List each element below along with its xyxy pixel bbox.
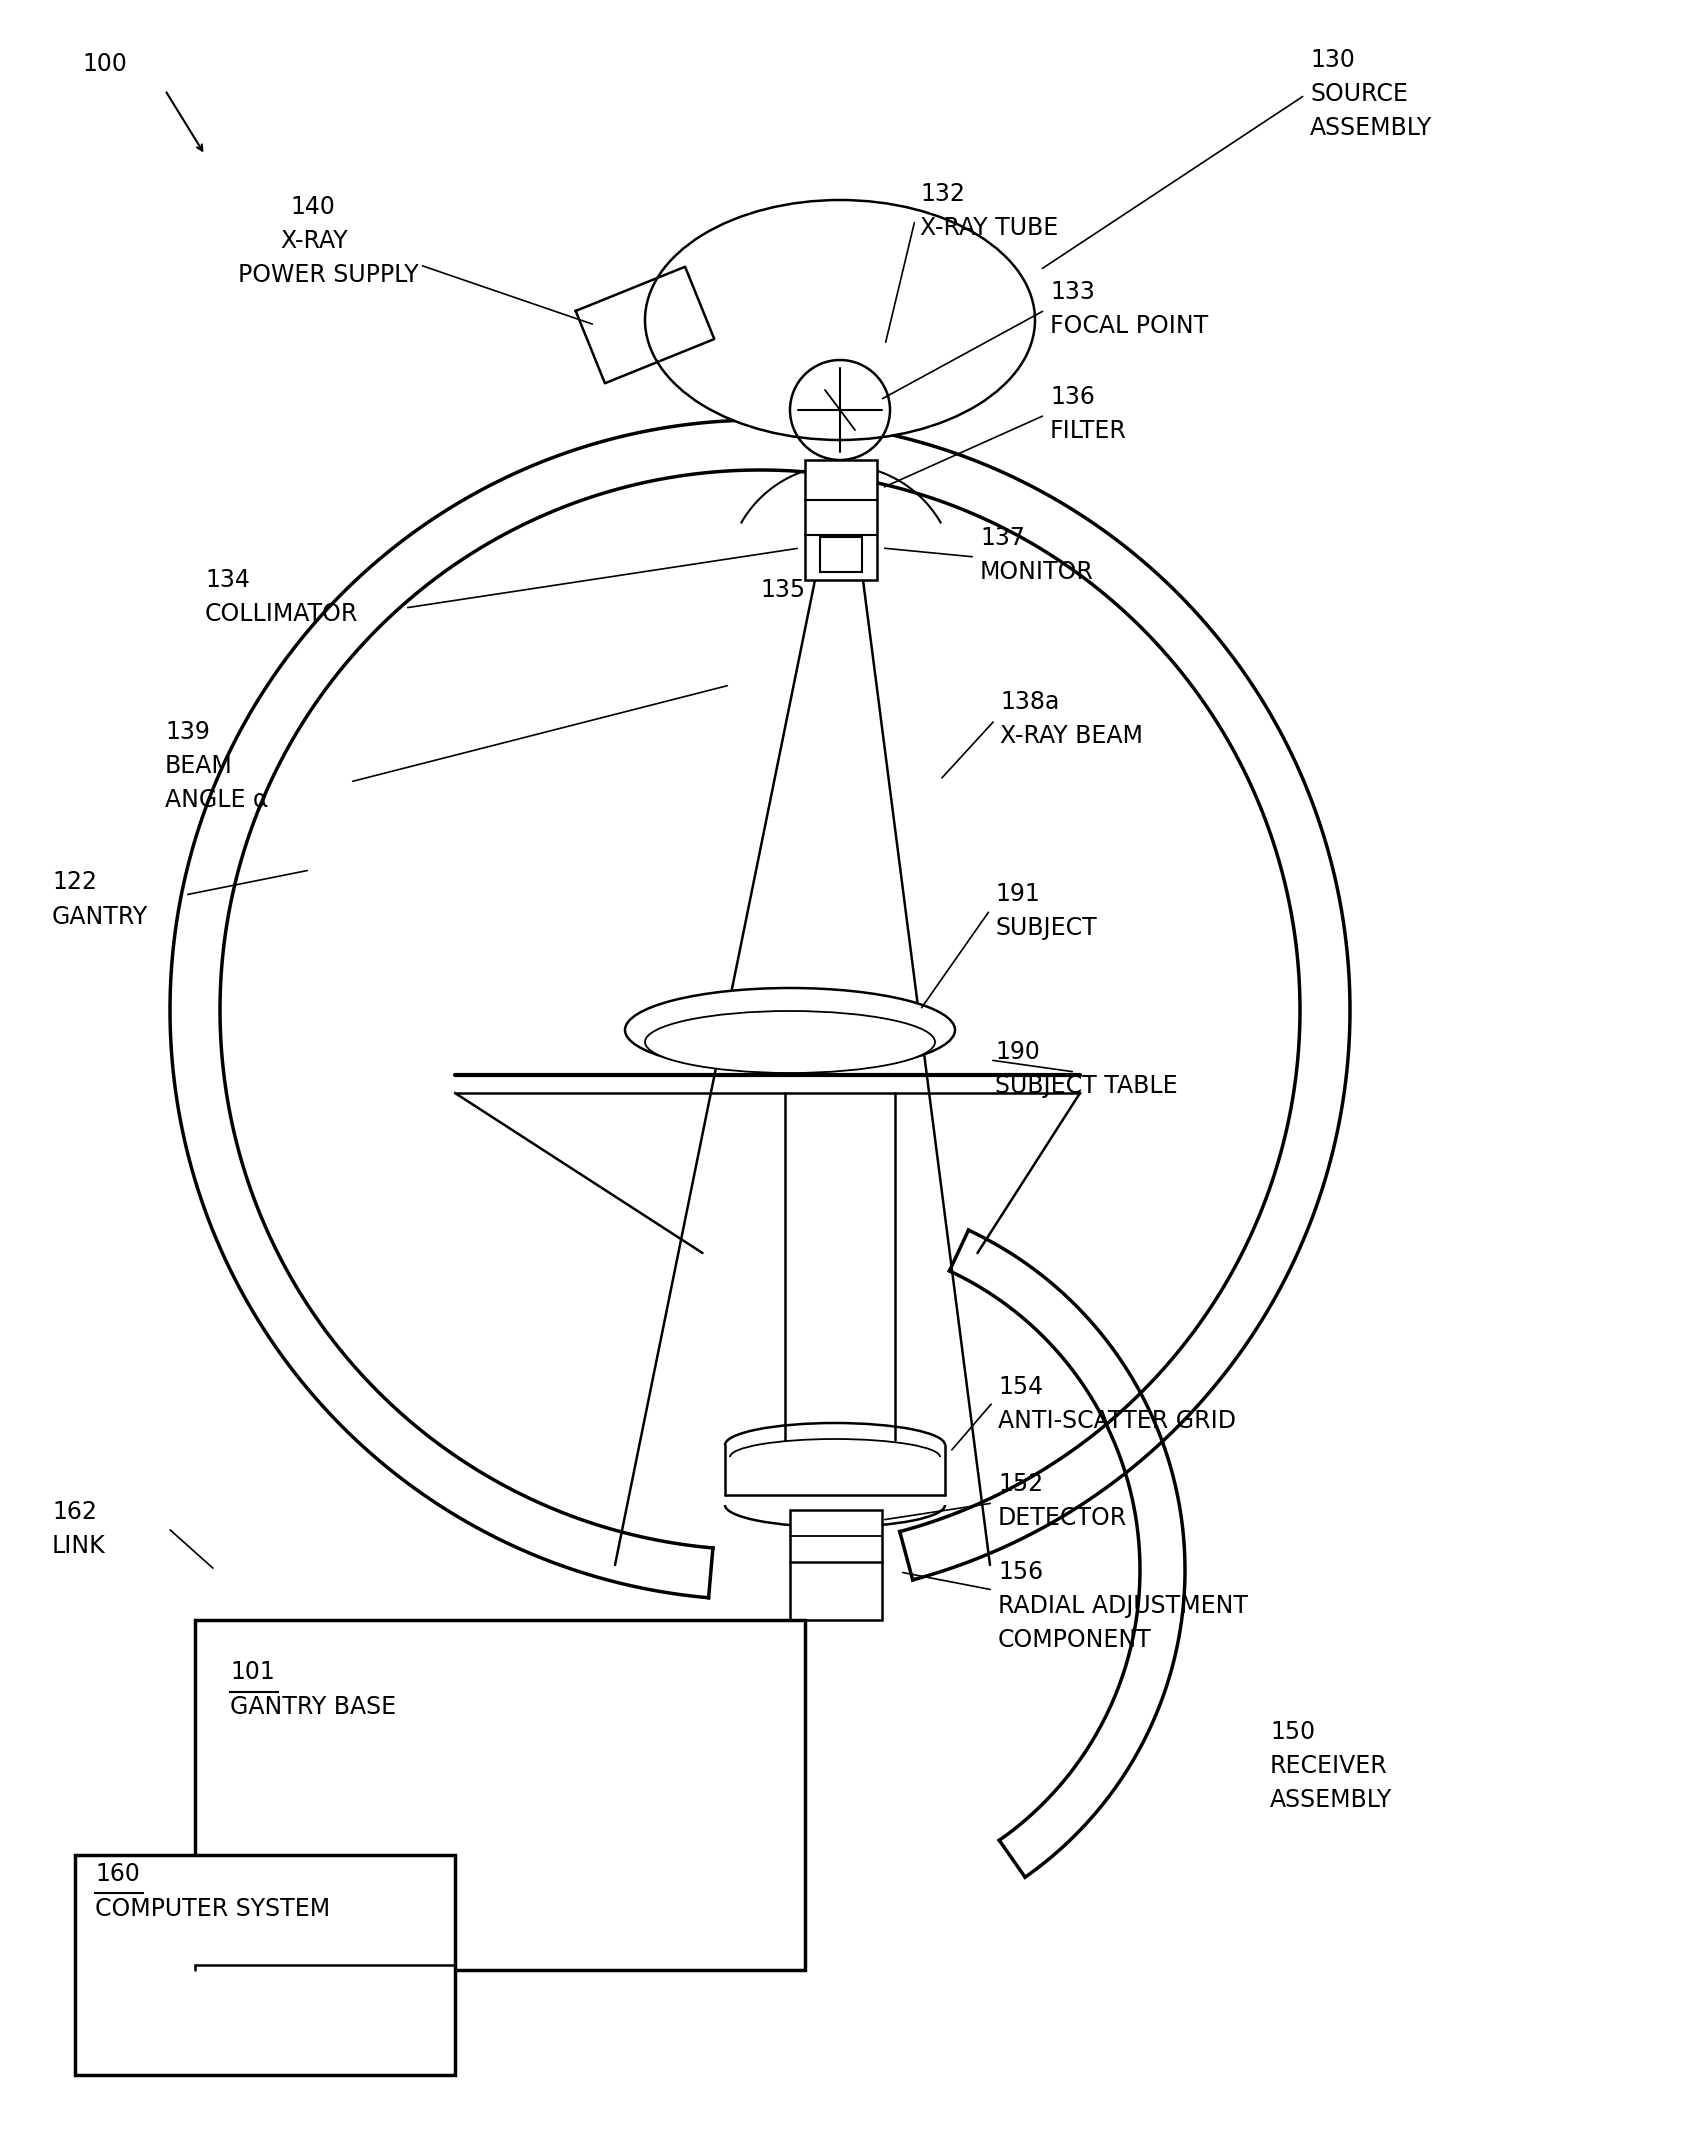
Bar — [195, 1619, 805, 1971]
Text: MONITOR: MONITOR — [980, 561, 1093, 584]
Text: POWER SUPPLY: POWER SUPPLY — [239, 263, 418, 287]
Text: 190: 190 — [995, 1039, 1041, 1065]
Text: GANTRY BASE: GANTRY BASE — [230, 1695, 396, 1718]
Text: 137: 137 — [980, 526, 1025, 550]
Text: 154: 154 — [998, 1376, 1044, 1399]
Text: DETECTOR: DETECTOR — [998, 1507, 1127, 1531]
Text: RADIAL ADJUSTMENT: RADIAL ADJUSTMENT — [998, 1593, 1249, 1617]
Text: ANTI-SCATTER GRID: ANTI-SCATTER GRID — [998, 1410, 1235, 1434]
Text: 160: 160 — [95, 1863, 140, 1886]
Text: 136: 136 — [1051, 386, 1095, 410]
Ellipse shape — [624, 987, 954, 1072]
Bar — [74, 1854, 455, 2074]
Text: COMPONENT: COMPONENT — [998, 1628, 1152, 1651]
Text: FOCAL POINT: FOCAL POINT — [1051, 315, 1208, 338]
Text: 152: 152 — [998, 1473, 1044, 1496]
Text: FILTER: FILTER — [1051, 418, 1127, 442]
Text: ASSEMBLY: ASSEMBLY — [1310, 116, 1431, 140]
Text: X-RAY BEAM: X-RAY BEAM — [1000, 724, 1142, 748]
Text: 191: 191 — [995, 882, 1041, 906]
Text: X-RAY TUBE: X-RAY TUBE — [920, 216, 1058, 239]
Text: 156: 156 — [998, 1561, 1044, 1585]
Text: COLLIMATOR: COLLIMATOR — [205, 602, 359, 625]
Text: ASSEMBLY: ASSEMBLY — [1271, 1787, 1393, 1811]
Text: RECEIVER: RECEIVER — [1271, 1755, 1387, 1779]
Text: 135: 135 — [760, 578, 805, 602]
Text: 140: 140 — [289, 194, 335, 220]
Text: 162: 162 — [52, 1501, 96, 1524]
Text: SOURCE: SOURCE — [1310, 82, 1408, 106]
Text: 130: 130 — [1310, 47, 1355, 71]
Text: 133: 133 — [1051, 280, 1095, 304]
Text: 139: 139 — [166, 720, 210, 744]
Text: BEAM: BEAM — [166, 755, 233, 778]
Text: ANGLE α: ANGLE α — [166, 787, 269, 813]
Text: COMPUTER SYSTEM: COMPUTER SYSTEM — [95, 1897, 330, 1921]
Text: 150: 150 — [1271, 1720, 1315, 1744]
Text: 134: 134 — [205, 567, 250, 593]
Text: SUBJECT: SUBJECT — [995, 916, 1096, 940]
Text: SUBJECT TABLE: SUBJECT TABLE — [995, 1074, 1178, 1097]
Ellipse shape — [645, 201, 1036, 440]
Text: LINK: LINK — [52, 1535, 107, 1559]
Text: 101: 101 — [230, 1660, 274, 1684]
Text: 138a: 138a — [1000, 690, 1059, 714]
Text: X-RAY: X-RAY — [279, 229, 347, 252]
Ellipse shape — [645, 1011, 936, 1074]
Bar — [821, 537, 861, 571]
Text: GANTRY: GANTRY — [52, 906, 149, 929]
Text: 132: 132 — [920, 181, 964, 207]
Bar — [805, 459, 876, 580]
Text: 100: 100 — [81, 52, 127, 75]
Text: 122: 122 — [52, 871, 96, 895]
Bar — [790, 1509, 882, 1561]
